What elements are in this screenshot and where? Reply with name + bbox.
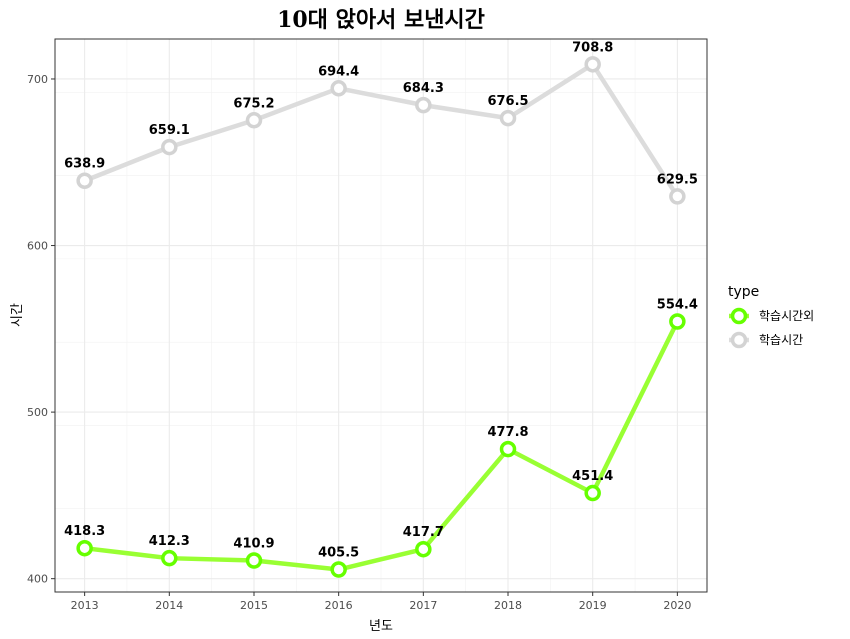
- x-tick-label: 2016: [325, 599, 353, 612]
- x-tick-label: 2020: [663, 599, 691, 612]
- plot-panel: [54, 38, 708, 593]
- x-tick-label: 2017: [409, 599, 437, 612]
- y-axis-title: 시간: [10, 303, 25, 327]
- data-label: 629.5: [657, 172, 698, 187]
- data-point: [669, 313, 686, 330]
- y-tick-label: 500: [27, 406, 48, 419]
- data-label: 418.3: [64, 524, 105, 539]
- data-point: [330, 561, 347, 578]
- data-point: [76, 539, 93, 557]
- data-label: 676.5: [487, 94, 528, 109]
- data-point: [584, 56, 601, 73]
- y-axis: 400 500 600 700: [27, 73, 55, 586]
- data-point: [584, 484, 601, 502]
- series-study: 638.9 659.1 675.2 694.4 684.3 676.5 708.8 629.5: [64, 40, 698, 205]
- legend-item: 학습시간외: [729, 307, 814, 325]
- data-point: [499, 109, 517, 127]
- data-point: [245, 552, 263, 569]
- x-tick-label: 2015: [240, 599, 268, 612]
- chart-title: 10대 앉아서 보낸시간: [277, 7, 485, 33]
- data-point: [669, 188, 686, 205]
- legend-key-marker: [730, 331, 748, 349]
- data-point: [330, 80, 347, 97]
- x-axis: 2013 2014 2015 2016 2017 2018 2019 2020: [71, 592, 691, 612]
- y-tick-label: 400: [27, 573, 48, 586]
- y-tick-label: 600: [27, 240, 48, 253]
- x-axis-title: 년도: [369, 619, 393, 634]
- data-label: 417.7: [403, 525, 444, 540]
- x-tick-label: 2019: [579, 599, 607, 612]
- series-layer: 638.9 659.1 675.2 694.4 684.3 676.5 708.8 629.5…: [64, 40, 698, 578]
- data-label: 675.2: [233, 96, 274, 111]
- data-label: 405.5: [318, 546, 359, 561]
- data-label: 451.4: [572, 469, 613, 484]
- data-point: [415, 96, 432, 114]
- data-label: 412.3: [149, 534, 190, 549]
- data-label: 477.8: [487, 425, 528, 440]
- data-label: 554.4: [657, 297, 698, 312]
- x-tick-label: 2014: [155, 599, 183, 612]
- x-tick-label: 2018: [494, 599, 522, 612]
- data-point: [76, 172, 93, 189]
- data-label: 694.4: [318, 64, 359, 79]
- data-point: [415, 540, 432, 558]
- series-study-excluded: 418.3 412.3 410.9 405.5 417.7 477.8 451.4 554.4: [64, 297, 698, 578]
- data-label: 708.8: [572, 40, 613, 55]
- series-line: [82, 62, 680, 199]
- data-point: [161, 138, 178, 156]
- data-label: 410.9: [233, 537, 274, 552]
- legend-label: 학습시간: [759, 333, 803, 347]
- data-label: 638.9: [64, 157, 105, 172]
- data-label: 684.3: [403, 81, 444, 96]
- legend-label: 학습시간외: [759, 309, 814, 323]
- y-tick-label: 700: [27, 73, 48, 86]
- legend-item: 학습시간: [729, 331, 803, 349]
- grid: [55, 39, 707, 593]
- data-point: [161, 549, 178, 567]
- data-point: [245, 112, 263, 129]
- data-point: [499, 440, 517, 458]
- legend-key-marker: [730, 307, 748, 325]
- data-label: 659.1: [149, 123, 190, 138]
- series-line: [82, 319, 680, 572]
- legend-title: type: [728, 284, 759, 300]
- x-tick-label: 2013: [71, 599, 99, 612]
